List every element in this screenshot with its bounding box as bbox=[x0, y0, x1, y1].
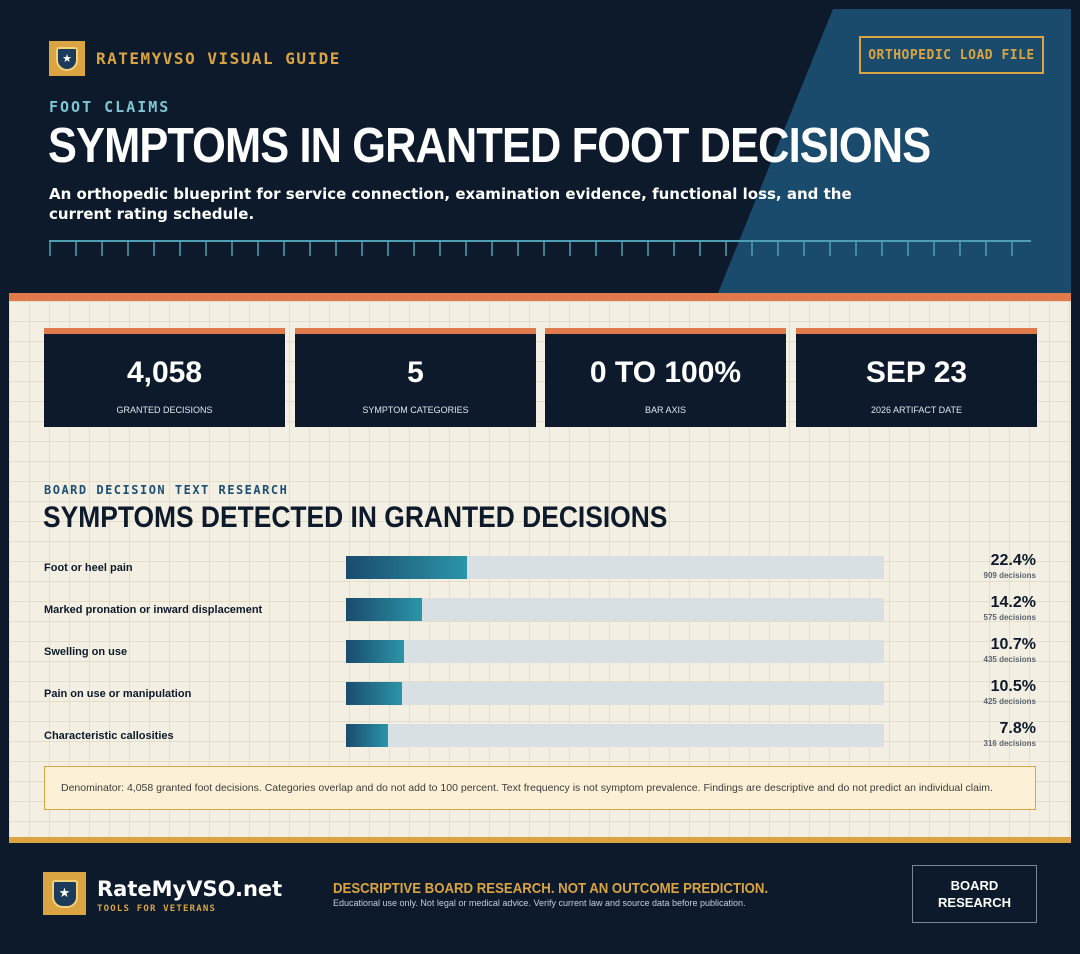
bar bbox=[346, 598, 423, 621]
count-label: 575 decisions bbox=[983, 613, 1036, 622]
stat-value: 4,058 bbox=[126, 356, 203, 389]
bar-row: Pain on use or manipulation 10.5% 425 deci… bbox=[44, 678, 1036, 706]
stat-card-artifact-date: SEP 23 2026 ARTIFACT DATE bbox=[796, 328, 1037, 427]
bar-track bbox=[346, 556, 884, 579]
footer-tagline: TOOLS FOR VETERANS bbox=[97, 904, 217, 914]
footer-brand[interactable]: RateMyVSO.net bbox=[97, 877, 283, 901]
footer-fine-print: Educational use only. Not legal or medic… bbox=[333, 898, 746, 908]
stat-card-symptom-categories: 5 SYMPTOM CATEGORIES bbox=[295, 328, 536, 427]
count-label: 435 decisions bbox=[983, 655, 1036, 664]
stat-label: SYMPTOM CATEGORIES bbox=[362, 405, 469, 415]
section-kicker: BOARD DECISION TEXT RESEARCH bbox=[44, 483, 289, 497]
bar-track bbox=[346, 640, 884, 663]
page-subtitle: An orthopedic blueprint for service conn… bbox=[49, 185, 852, 223]
eyebrow: FOOT CLAIMS bbox=[49, 98, 171, 116]
stat-value: 0 TO 100% bbox=[589, 356, 742, 389]
value-label: 7.8% bbox=[999, 720, 1036, 737]
board-research-badge: BOARD RESEARCH bbox=[912, 865, 1037, 923]
shield-star-icon: ★ bbox=[43, 872, 86, 915]
category-label: Marked pronation or inward displacement bbox=[44, 604, 263, 616]
bar bbox=[346, 556, 467, 579]
ruler-decoration bbox=[49, 240, 1031, 256]
denominator-note: Denominator: 4,058 granted foot decision… bbox=[44, 766, 1036, 810]
category-label: Pain on use or manipulation bbox=[44, 688, 192, 700]
bar-row: Characteristic callosities 7.8% 316 decisi… bbox=[44, 720, 1036, 748]
category-label: Foot or heel pain bbox=[44, 562, 133, 574]
board-research-line2: RESEARCH bbox=[938, 895, 1011, 910]
bar-track bbox=[346, 724, 884, 747]
bar bbox=[346, 640, 404, 663]
stat-cards: 4,058 GRANTED DECISIONS 5 SYMPTOM CATEGO… bbox=[44, 328, 1037, 427]
count-label: 909 decisions bbox=[983, 571, 1036, 580]
count-label: 316 decisions bbox=[983, 739, 1036, 748]
bar-track bbox=[346, 682, 884, 705]
category-label: Swelling on use bbox=[44, 646, 128, 658]
footer-disclaimer: DESCRIPTIVE BOARD RESEARCH. NOT AN OUTCO… bbox=[333, 880, 769, 897]
bar-row: Swelling on use 10.7% 435 decisions bbox=[44, 636, 1036, 664]
value-label: 14.2% bbox=[990, 594, 1036, 611]
value-label: 10.7% bbox=[990, 636, 1036, 653]
count-label: 425 decisions bbox=[983, 697, 1036, 706]
stat-label: GRANTED DECISIONS bbox=[116, 405, 213, 415]
page-title: SYMPTOMS IN GRANTED FOOT DECISIONS bbox=[48, 119, 931, 173]
stat-value: SEP 23 bbox=[865, 356, 968, 389]
bar-row: Foot or heel pain 22.4% 909 decisions bbox=[44, 552, 1036, 580]
bar bbox=[346, 682, 403, 705]
board-research-line1: BOARD bbox=[950, 878, 999, 893]
value-label: 10.5% bbox=[990, 678, 1036, 695]
stat-card-bar-axis: 0 TO 100% BAR AXIS bbox=[545, 328, 786, 427]
brand[interactable]: ★ RATEMYVSO VISUAL GUIDE bbox=[49, 41, 341, 76]
bar bbox=[346, 724, 388, 747]
value-label: 22.4% bbox=[990, 552, 1036, 569]
bar-chart: Foot or heel pain 22.4% 909 decisions Marke… bbox=[44, 552, 1036, 756]
brand-name: RATEMYVSO VISUAL GUIDE bbox=[96, 49, 341, 68]
bar-track bbox=[346, 598, 884, 621]
file-tag: ORTHOPEDIC LOAD FILE bbox=[859, 36, 1044, 74]
stat-card-granted-decisions: 4,058 GRANTED DECISIONS bbox=[44, 328, 285, 427]
stat-label: 2026 ARTIFACT DATE bbox=[870, 405, 963, 415]
bar-row: Marked pronation or inward displacement 1… bbox=[44, 594, 1036, 622]
section-title: SYMPTOMS DETECTED IN GRANTED DECISIONS bbox=[43, 501, 668, 534]
stat-value: 5 bbox=[407, 356, 424, 389]
main-panel: 4,058 GRANTED DECISIONS 5 SYMPTOM CATEGO… bbox=[9, 293, 1071, 843]
header: ★ RATEMYVSO VISUAL GUIDE ORTHOPEDIC LOAD… bbox=[0, 0, 1080, 293]
shield-star-icon: ★ bbox=[49, 41, 85, 76]
category-label: Characteristic callosities bbox=[44, 730, 174, 742]
footer: ★ RateMyVSO.net TOOLS FOR VETERANS DESCR… bbox=[0, 843, 1080, 954]
stat-label: BAR AXIS bbox=[644, 405, 687, 415]
